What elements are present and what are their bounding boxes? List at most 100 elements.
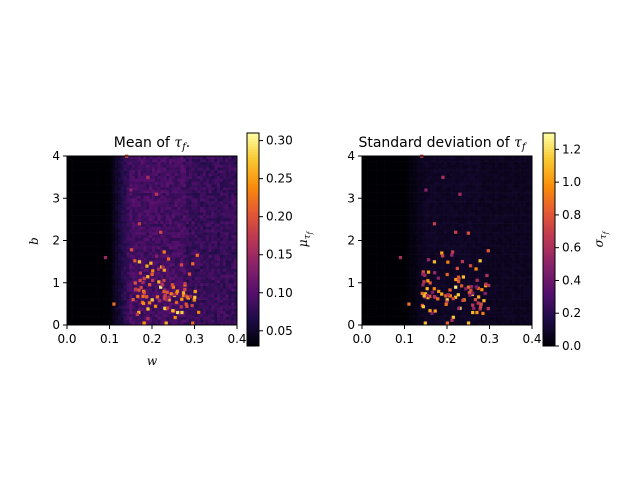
- heatmap-cell: [89, 294, 93, 298]
- heatmap-cell: [81, 212, 85, 216]
- heatmap-cell: [157, 164, 161, 168]
- heatmap-cell: [109, 288, 113, 292]
- heatmap-cell: [69, 209, 73, 213]
- heatmap-cell: [410, 167, 414, 171]
- heatmap-cell: [396, 198, 400, 202]
- heatmap-cell: [384, 234, 388, 238]
- heatmap-cell: [407, 178, 411, 182]
- heatmap-cell: [103, 271, 107, 275]
- heatmap-cell: [135, 223, 139, 227]
- heatmap-cell: [211, 313, 215, 317]
- heatmap-cell: [132, 277, 136, 281]
- heatmap-cell: [231, 226, 235, 230]
- heatmap-cell: [188, 170, 192, 174]
- heatmap-cell: [384, 299, 388, 303]
- heatmap-cell: [140, 178, 144, 182]
- heatmap-cell: [203, 271, 207, 275]
- heatmap-cell: [78, 319, 82, 323]
- heatmap-cell: [413, 271, 417, 275]
- heatmap-cell: [217, 316, 221, 320]
- heatmap-cell: [109, 158, 113, 162]
- heatmap-cell: [106, 248, 110, 253]
- heatmap-cell: [203, 229, 207, 233]
- heatmap-cell: [180, 186, 184, 191]
- heatmap-cell: [135, 271, 139, 275]
- heatmap-cell: [177, 209, 181, 213]
- heatmap-cell: [95, 186, 99, 191]
- heatmap-cell: [186, 223, 190, 227]
- heatmap-cell: [69, 192, 73, 196]
- heatmap-cell: [390, 279, 394, 284]
- heatmap-cell: [197, 240, 201, 244]
- heatmap-cell: [231, 313, 235, 317]
- heatmap-cell: [174, 172, 178, 177]
- heatmap-cell: [415, 271, 419, 275]
- heatmap-cell: [115, 212, 119, 216]
- heatmap-cell: [376, 237, 380, 241]
- heatmap-cell: [208, 220, 212, 224]
- heatmap-cell: [163, 181, 167, 185]
- heatmap-cell: [118, 186, 122, 191]
- heatmap-cell: [214, 217, 218, 222]
- heatmap-cell: [86, 291, 90, 295]
- heatmap-cell: [398, 172, 402, 177]
- heatmap-cell: [390, 291, 394, 295]
- heatmap-cell: [225, 212, 229, 216]
- heatmap-cell: [118, 274, 122, 278]
- heatmap-cell: [89, 186, 93, 191]
- heatmap-cell: [157, 246, 161, 250]
- heatmap-cell: [81, 296, 85, 300]
- heatmap-cell: [373, 195, 377, 199]
- heatmap-cell: [234, 265, 238, 269]
- colorbar-segment: [247, 194, 259, 198]
- heatmap-cell: [118, 305, 122, 309]
- heatmap-cell: [231, 322, 235, 326]
- heatmap-cell: [149, 277, 153, 281]
- heatmap-cell: [132, 172, 136, 177]
- heatmap-cell: [362, 296, 366, 300]
- heatmap-cell: [205, 192, 209, 196]
- heatmap-cell: [194, 181, 198, 185]
- heatmap-cell: [211, 215, 215, 219]
- heatmap-cell: [86, 265, 90, 269]
- heatmap-cell: [126, 246, 130, 250]
- heatmap-cell: [401, 175, 405, 179]
- heatmap-cell: [72, 279, 76, 284]
- heatmap-cell: [132, 186, 136, 191]
- heatmap-cell: [191, 167, 195, 171]
- heatmap-cell: [222, 246, 226, 250]
- heatmap-cell: [75, 274, 79, 278]
- heatmap-cell: [86, 178, 90, 182]
- heatmap-cell: [214, 260, 218, 264]
- heatmap-cell: [228, 251, 232, 255]
- heatmap-cell: [217, 302, 221, 306]
- heatmap-cell: [393, 209, 397, 213]
- heatmap-cell: [393, 181, 397, 185]
- heatmap-cell: [171, 223, 175, 227]
- heatmap-cell: [171, 316, 175, 320]
- heatmap-cell: [381, 184, 385, 188]
- heatmap-cell: [109, 285, 113, 289]
- heatmap-cell: [118, 319, 122, 323]
- heatmap-cell: [373, 243, 377, 247]
- heatmap-cell: [115, 288, 119, 292]
- colorbar-segment: [247, 175, 259, 179]
- heatmap-cell: [169, 229, 173, 233]
- heatmap-cell: [407, 240, 411, 244]
- heatmap-cell: [112, 260, 116, 264]
- heatmap-cell: [393, 277, 397, 281]
- heatmap-cell: [387, 282, 391, 286]
- heatmap-cell: [103, 189, 107, 193]
- heatmap-cell: [69, 282, 73, 286]
- heatmap-cell: [169, 198, 173, 202]
- heatmap-cell: [171, 279, 175, 284]
- heatmap-cell: [177, 254, 181, 258]
- heatmap-cell: [140, 226, 144, 230]
- heatmap-cell: [118, 164, 122, 168]
- heatmap-cell: [413, 260, 417, 264]
- heatmap-cell: [103, 319, 107, 323]
- heatmap-cell: [154, 198, 158, 202]
- heatmap-cell: [126, 167, 130, 171]
- heatmap-cell: [225, 223, 229, 227]
- x-tick-label: 0.3: [185, 332, 204, 346]
